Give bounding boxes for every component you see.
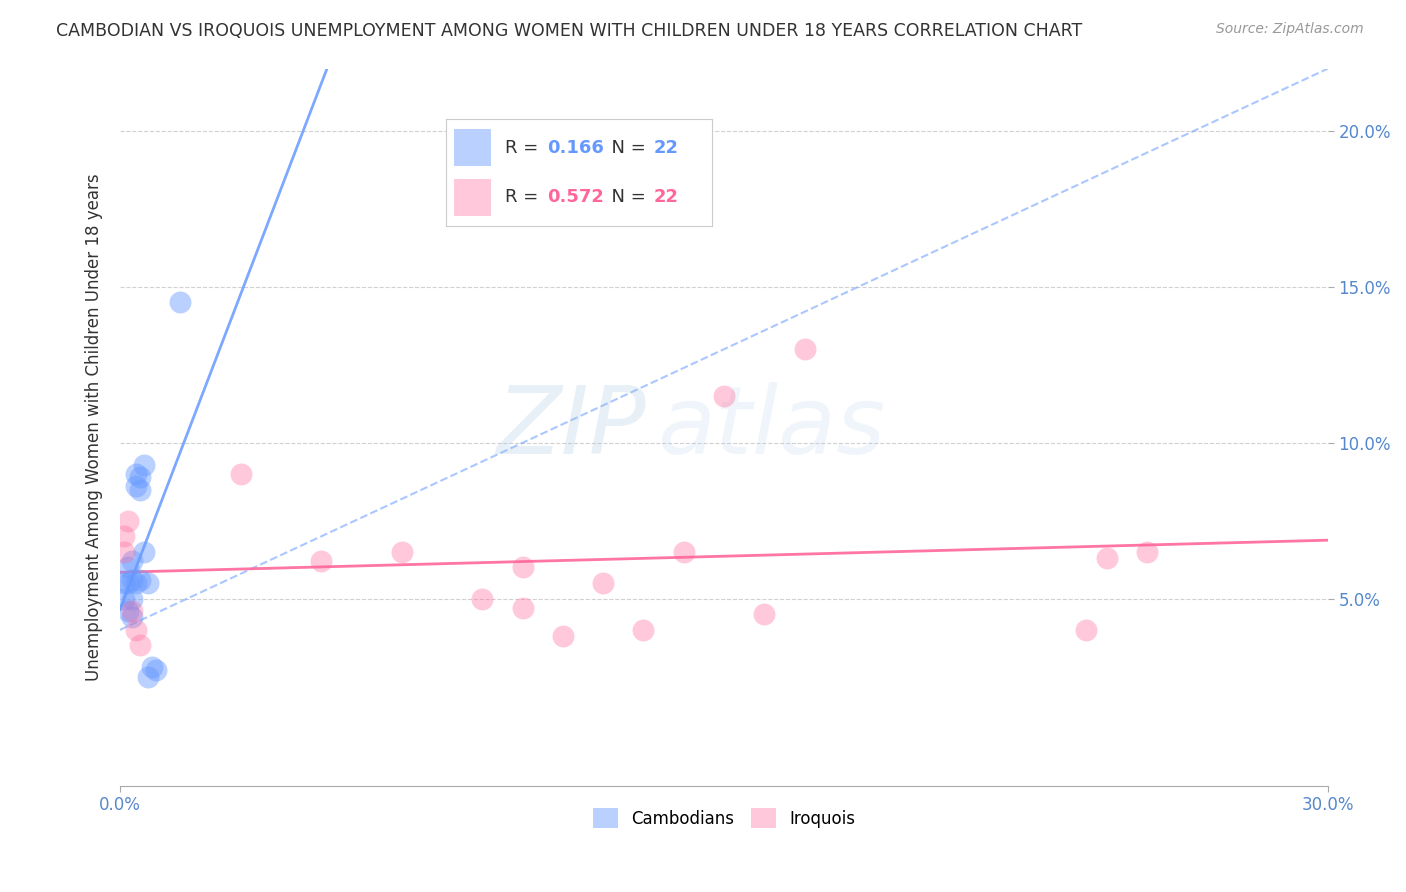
Point: [121, 554, 143, 568]
Y-axis label: Unemployment Among Women with Children Under 18 years: Unemployment Among Women with Children U…: [86, 173, 103, 681]
Point: [229, 467, 252, 481]
Point: [112, 576, 135, 591]
Point: [672, 545, 695, 559]
Point: [512, 560, 534, 574]
Point: [121, 604, 143, 618]
Point: [754, 607, 776, 622]
Point: [793, 342, 815, 356]
Point: [311, 554, 333, 568]
Point: [136, 576, 159, 591]
Point: [112, 545, 135, 559]
Point: [117, 604, 139, 618]
Point: [125, 479, 148, 493]
Point: [129, 639, 152, 653]
Text: atlas: atlas: [658, 382, 886, 473]
Point: [1095, 551, 1118, 566]
Point: [129, 573, 152, 587]
Point: [125, 467, 148, 481]
Point: [136, 670, 159, 684]
Point: [391, 545, 413, 559]
Point: [1076, 623, 1098, 637]
Point: [117, 576, 139, 591]
Point: [117, 560, 139, 574]
Point: [145, 664, 167, 678]
Point: [117, 514, 139, 528]
Point: [125, 576, 148, 591]
Point: [633, 623, 655, 637]
Text: CAMBODIAN VS IROQUOIS UNEMPLOYMENT AMONG WOMEN WITH CHILDREN UNDER 18 YEARS CORR: CAMBODIAN VS IROQUOIS UNEMPLOYMENT AMONG…: [56, 22, 1083, 40]
Point: [471, 591, 494, 606]
Point: [121, 610, 143, 624]
Legend: Cambodians, Iroquois: Cambodians, Iroquois: [586, 801, 862, 835]
Point: [134, 458, 156, 472]
Point: [121, 573, 143, 587]
Point: [129, 470, 152, 484]
Point: [141, 660, 163, 674]
Point: [551, 629, 574, 643]
Point: [134, 545, 156, 559]
Point: [129, 483, 152, 497]
Text: ZIP: ZIP: [496, 382, 645, 473]
Point: [512, 601, 534, 615]
Point: [121, 591, 143, 606]
Point: [112, 591, 135, 606]
Point: [1136, 545, 1159, 559]
Point: [592, 576, 614, 591]
Point: [112, 529, 135, 543]
Text: Source: ZipAtlas.com: Source: ZipAtlas.com: [1216, 22, 1364, 37]
Point: [125, 623, 148, 637]
Point: [713, 389, 735, 403]
Point: [169, 295, 191, 310]
